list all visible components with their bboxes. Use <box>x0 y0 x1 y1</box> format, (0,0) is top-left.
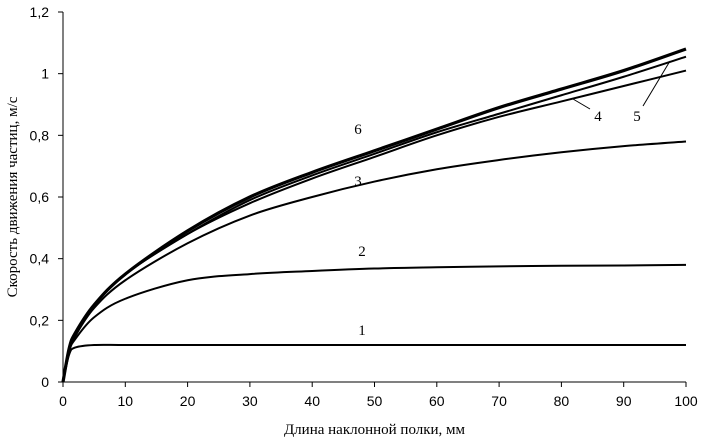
x-tick-label: 0 <box>59 393 67 409</box>
series-lines <box>61 47 687 383</box>
y-tick-label: 0,6 <box>30 189 50 205</box>
series-label-5: 5 <box>633 109 641 125</box>
leader-line-5 <box>642 60 671 107</box>
series-label-3: 3 <box>354 174 362 190</box>
x-tick-label: 60 <box>429 393 445 409</box>
x-axis-title: Длина наклонной полки, мм <box>284 422 466 438</box>
series-line-6 <box>61 47 687 383</box>
y-tick-label: 0 <box>41 374 49 390</box>
y-tick-labels: 0 0,2 0,4 0,6 0,8 1 1,2 <box>30 4 63 390</box>
y-tick-label: 1,2 <box>30 4 50 20</box>
y-tick-label: 1 <box>41 66 49 82</box>
x-tick-label: 30 <box>242 393 258 409</box>
series-label-1: 1 <box>358 323 366 339</box>
y-tick-label: 0,4 <box>30 251 50 267</box>
x-tick-label: 40 <box>304 393 320 409</box>
series-line-2 <box>62 263 687 383</box>
x-tick-label: 90 <box>616 393 632 409</box>
series-line-1 <box>62 343 686 383</box>
x-tick-label: 10 <box>118 393 134 409</box>
series-label-2: 2 <box>358 244 366 260</box>
y-tick-label: 0,2 <box>30 312 50 328</box>
x-tick-label: 80 <box>554 393 570 409</box>
y-tick-label: 0,8 <box>30 127 50 143</box>
y-axis-title: Скорость движения частиц, м/с <box>5 96 21 297</box>
x-tick-label: 50 <box>367 393 383 409</box>
series-label-6: 6 <box>354 122 362 138</box>
label-leaders <box>572 60 671 110</box>
series-line-5 <box>62 55 687 383</box>
x-tick-labels: 0 10 20 30 40 50 60 70 80 90 100 <box>59 382 698 409</box>
leader-line-4 <box>572 98 591 110</box>
series-line-4 <box>62 69 687 383</box>
x-tick-label: 20 <box>180 393 196 409</box>
x-tick-label: 70 <box>491 393 507 409</box>
axes <box>62 12 686 383</box>
series-label-4: 4 <box>594 109 602 125</box>
x-tick-label: 100 <box>674 393 698 409</box>
series-labels: 1 2 3 4 5 6 <box>354 109 641 339</box>
